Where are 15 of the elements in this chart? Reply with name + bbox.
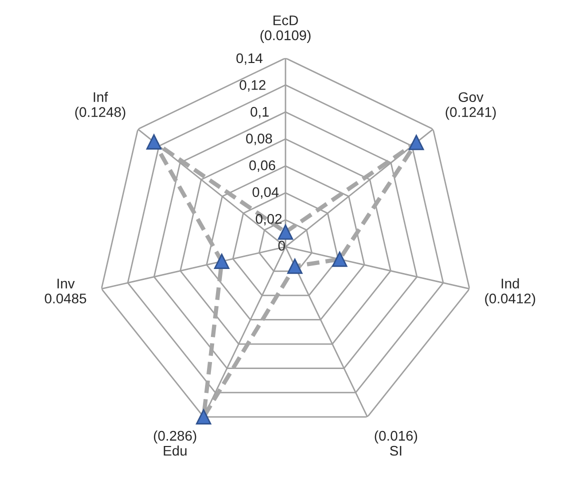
y-tick-label: 0,1 — [250, 106, 269, 118]
spoke-label: EcD (0.0109) — [260, 16, 311, 43]
y-tick-label: 0 — [278, 240, 285, 251]
y-tick-label: 0,14 — [236, 53, 262, 65]
spoke-label: Inv 0.0485 — [44, 278, 86, 304]
y-tick-label: 0,02 — [256, 214, 282, 226]
spoke-label: Gov (0.1241) — [446, 92, 496, 120]
y-tick-label: 0,12 — [240, 80, 266, 92]
y-tick-label: 0,08 — [246, 134, 272, 146]
y-tick-label: 0,04 — [252, 187, 279, 199]
y-tick-label: 0,06 — [249, 160, 276, 172]
spoke-label: Inf (0.1248) — [75, 92, 126, 120]
spoke-label: Ind (0.0412) — [485, 278, 536, 306]
spoke-label: (0.016) SI — [374, 430, 418, 456]
spoke-label: (0.286) Edu — [154, 430, 196, 456]
